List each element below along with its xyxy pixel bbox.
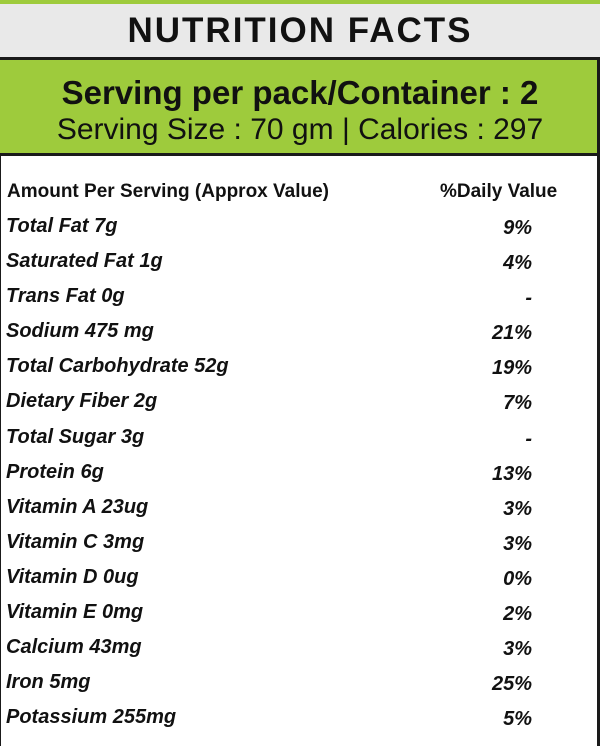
nutrient-name: Iron 5mg: [6, 671, 91, 694]
table-row: Iron 5mg 25%: [0, 666, 600, 701]
nutrient-name: Vitamin C 3mg: [6, 530, 145, 553]
table-row: Total Fat 7g 9%: [0, 210, 600, 245]
table-row: Vitamin C 3mg 3%: [0, 526, 600, 561]
left-border-rule: [0, 156, 1, 746]
daily-value-header: %Daily Value: [440, 181, 558, 202]
table-row: Potassium 255mg 5%: [0, 701, 600, 736]
amount-per-serving-header: Amount Per Serving (Approx Value): [7, 181, 329, 202]
daily-value: 13%: [491, 462, 532, 485]
right-border-rule: [597, 60, 600, 746]
daily-value: -: [525, 287, 532, 310]
top-accent-rule: [0, 0, 600, 4]
daily-value: 3%: [503, 532, 532, 555]
table-row: Trans Fat 0g -: [0, 280, 600, 315]
serving-size-calories: Serving Size : 70 gm | Calories : 297: [56, 113, 544, 146]
table-header-row: Amount Per Serving (Approx Value) %Daily…: [0, 170, 600, 210]
daily-value: 5%: [503, 708, 532, 731]
table-row: Vitamin D 0ug 0%: [0, 561, 600, 596]
daily-value: 4%: [503, 252, 532, 275]
serving-info-band: Serving per pack/Container : 2 Serving S…: [0, 60, 600, 156]
nutrient-name: Calcium 43mg: [6, 636, 142, 659]
table-row: Calcium 43mg 3%: [0, 631, 600, 666]
nutrient-name: Vitamin D 0ug: [6, 565, 139, 588]
nutrient-name: Total Carbohydrate 52g: [6, 355, 229, 378]
table-row: Sodium 475 mg 21%: [0, 315, 600, 350]
table-row: Dietary Fiber 2g 7%: [0, 385, 600, 420]
nutrient-name: Total Sugar 3g: [6, 425, 145, 448]
table-row: Saturated Fat 1g 4%: [0, 245, 600, 280]
table-row: Total Sugar 3g -: [0, 421, 600, 456]
daily-value: 9%: [503, 217, 532, 239]
daily-value: -: [525, 427, 532, 450]
daily-value: 19%: [491, 357, 532, 380]
table-row: Vitamin A 23ug 3%: [0, 491, 600, 526]
nutrient-name: Dietary Fiber 2g: [6, 390, 158, 413]
servings-per-container: Serving per pack/Container : 2: [61, 74, 539, 111]
table-row: Total Carbohydrate 52g 19%: [0, 350, 600, 385]
daily-value: 7%: [503, 392, 532, 415]
nutrient-name: Total Fat 7g: [6, 215, 118, 237]
daily-value: 0%: [503, 567, 532, 590]
daily-value: 2%: [503, 603, 532, 626]
title-bar: NUTRITION FACTS: [0, 4, 600, 60]
nutrient-table: Amount Per Serving (Approx Value) %Daily…: [0, 170, 600, 736]
nutrient-name: Potassium 255mg: [6, 706, 177, 729]
daily-value: 3%: [503, 638, 532, 661]
table-row: Protein 6g 13%: [0, 456, 600, 491]
nutrient-name: Sodium 475 mg: [6, 320, 154, 343]
nutrient-name: Vitamin E 0mg: [6, 601, 144, 624]
label-title: NUTRITION FACTS: [127, 10, 473, 50]
nutrient-name: Saturated Fat 1g: [6, 250, 163, 273]
nutrient-name: Trans Fat 0g: [6, 285, 125, 308]
nutrient-name: Protein 6g: [6, 460, 104, 483]
nutrient-name: Vitamin A 23ug: [6, 495, 149, 518]
daily-value: 25%: [491, 673, 532, 696]
daily-value: 21%: [491, 322, 532, 345]
daily-value: 3%: [503, 497, 532, 520]
table-row: Vitamin E 0mg 2%: [0, 596, 600, 631]
